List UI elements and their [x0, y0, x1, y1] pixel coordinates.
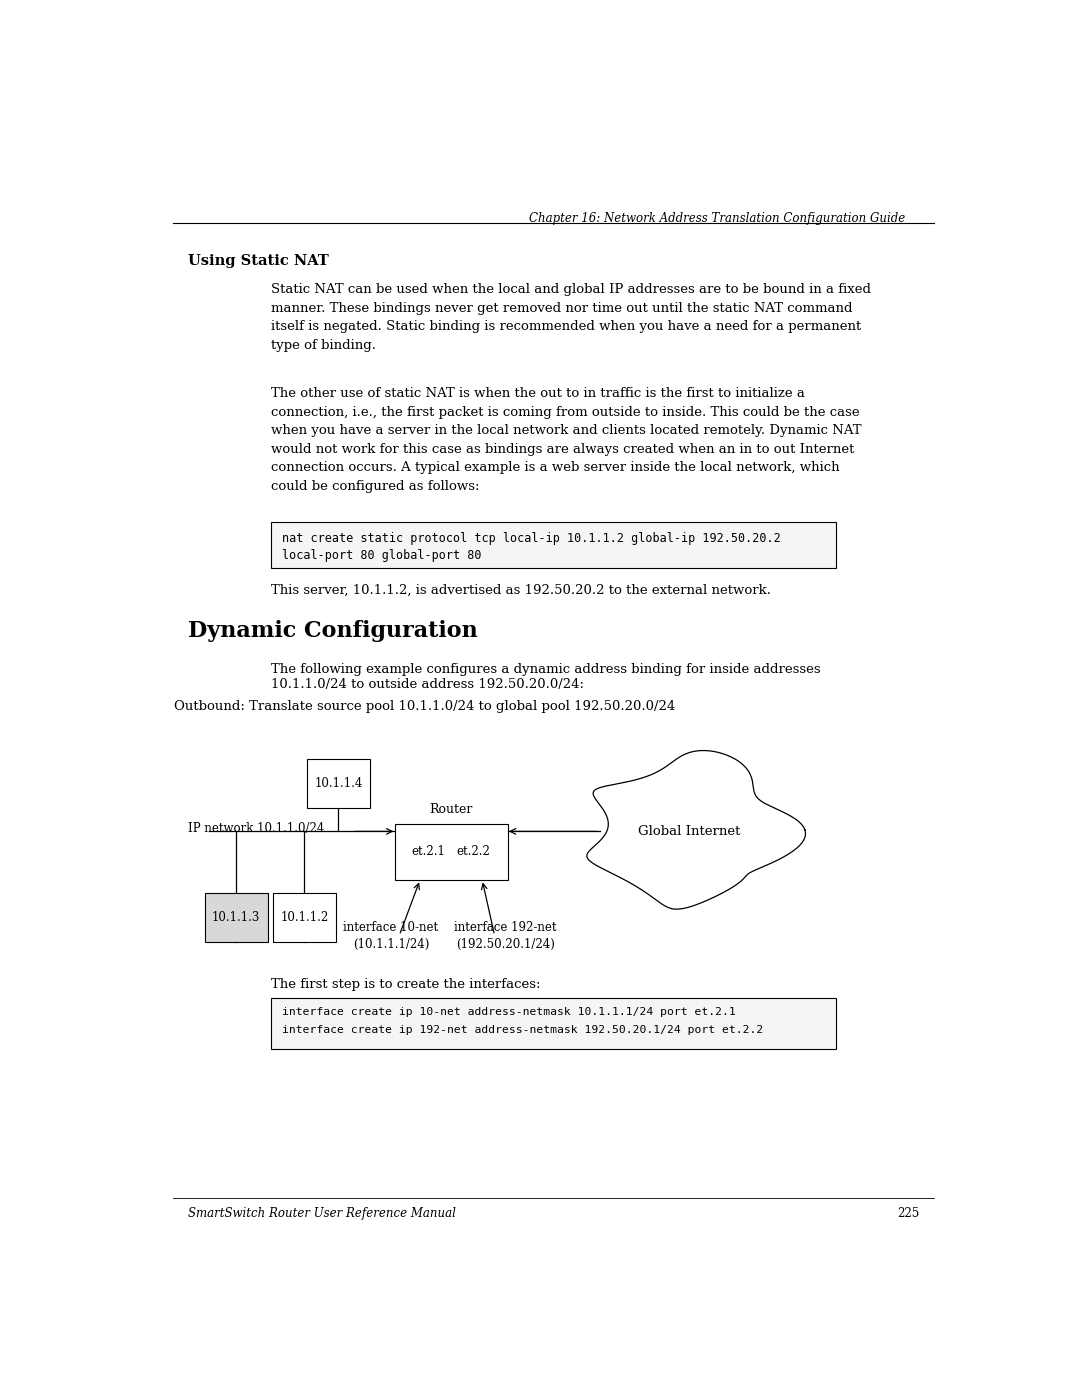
Text: The first step is to create the interfaces:: The first step is to create the interfac… — [271, 978, 540, 992]
Text: 10.1.1.3: 10.1.1.3 — [212, 911, 260, 925]
Text: Router: Router — [430, 803, 473, 816]
Text: The following example configures a dynamic address binding for inside addresses: The following example configures a dynam… — [271, 662, 820, 676]
Text: 10.1.1.0/24 to outside address 192.50.20.0/24:: 10.1.1.0/24 to outside address 192.50.20… — [271, 678, 583, 692]
FancyBboxPatch shape — [307, 759, 369, 809]
Text: et.2.2: et.2.2 — [457, 845, 490, 858]
Text: IP network 10.1.1.0/24: IP network 10.1.1.0/24 — [188, 823, 324, 835]
FancyBboxPatch shape — [271, 997, 836, 1049]
Text: Chapter 16: Network Address Translation Configuration Guide: Chapter 16: Network Address Translation … — [529, 212, 905, 225]
FancyBboxPatch shape — [273, 893, 336, 943]
Text: interface create ip 192-net address-netmask 192.50.20.1/24 port et.2.2: interface create ip 192-net address-netm… — [282, 1024, 764, 1035]
Text: local-port 80 global-port 80: local-port 80 global-port 80 — [282, 549, 482, 562]
Text: Using Static NAT: Using Static NAT — [188, 254, 328, 268]
Text: Static NAT can be used when the local and global IP addresses are to be bound in: Static NAT can be used when the local an… — [271, 284, 870, 352]
Text: 10.1.1.4: 10.1.1.4 — [314, 777, 363, 791]
FancyBboxPatch shape — [205, 893, 268, 943]
Text: The other use of static NAT is when the out to in traffic is the first to initia: The other use of static NAT is when the … — [271, 387, 861, 493]
Text: interface 10-net
(10.1.1.1/24): interface 10-net (10.1.1.1/24) — [343, 921, 438, 951]
Text: Dynamic Configuration: Dynamic Configuration — [188, 620, 477, 643]
Text: nat create static protocol tcp local-ip 10.1.1.2 global-ip 192.50.20.2: nat create static protocol tcp local-ip … — [282, 532, 781, 545]
Text: SmartSwitch Router User Reference Manual: SmartSwitch Router User Reference Manual — [188, 1207, 456, 1220]
Text: 225: 225 — [897, 1207, 919, 1220]
Text: et.2.1: et.2.1 — [411, 845, 445, 858]
FancyBboxPatch shape — [271, 522, 836, 569]
Text: Global Internet: Global Internet — [638, 824, 740, 838]
Text: interface 192-net
(192.50.20.1/24): interface 192-net (192.50.20.1/24) — [455, 921, 557, 951]
Text: interface create ip 10-net address-netmask 10.1.1.1/24 port et.2.1: interface create ip 10-net address-netma… — [282, 1007, 735, 1017]
Text: 10.1.1.2: 10.1.1.2 — [280, 911, 328, 925]
FancyBboxPatch shape — [394, 824, 508, 880]
Text: Outbound: Translate source pool 10.1.1.0/24 to global pool 192.50.20.0/24: Outbound: Translate source pool 10.1.1.0… — [174, 700, 675, 714]
Text: This server, 10.1.1.2, is advertised as 192.50.20.2 to the external network.: This server, 10.1.1.2, is advertised as … — [271, 584, 771, 597]
